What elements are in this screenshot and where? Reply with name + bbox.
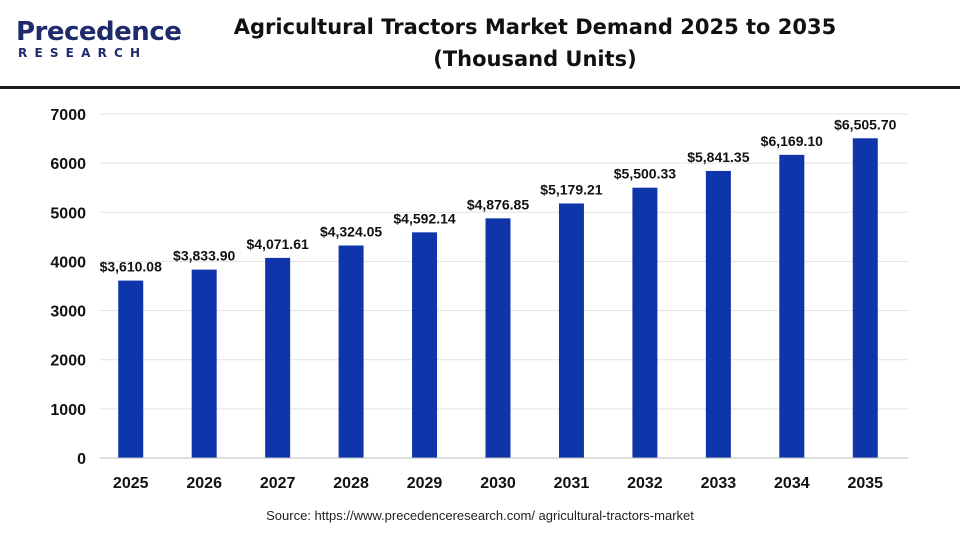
bar-2028: [338, 245, 364, 458]
bar-2032: [632, 187, 658, 459]
y-tick-label: 2000: [50, 353, 86, 370]
bar-2031: [558, 203, 584, 458]
y-tick-label: 1000: [50, 402, 86, 419]
x-tick-label: 2032: [627, 475, 663, 492]
y-tick-label: 3000: [50, 304, 86, 321]
x-axis-ticks: 2025 2026 2027 2028 2029 2030 2031 2032 2033 2034…: [113, 475, 883, 492]
y-tick-label: 7000: [50, 107, 86, 124]
data-label-2025: $3,610.08: [100, 259, 162, 275]
x-tick-label: 2028: [333, 475, 369, 492]
x-tick-label: 2029: [407, 475, 443, 492]
x-tick-label: 2031: [554, 475, 590, 492]
y-tick-label: 6000: [50, 156, 86, 173]
y-tick-label: 0: [77, 451, 86, 468]
bar-2035: [852, 138, 878, 458]
data-label-2032: $5,500.33: [614, 166, 676, 182]
x-tick-label: 2026: [186, 475, 222, 492]
data-label-2031: $5,179.21: [540, 181, 602, 197]
chart-title: Agricultural Tractors Market Demand 2025…: [233, 15, 837, 39]
brand-tagline: RESEARCH: [18, 46, 148, 60]
data-label-2026: $3,833.90: [173, 248, 235, 264]
data-label-2035: $6,505.70: [834, 116, 896, 132]
x-tick-label: 2034: [774, 475, 810, 492]
header-divider: [0, 86, 960, 89]
bar-2034: [779, 154, 805, 458]
y-axis-ticks: 0 1000 2000 3000 4000 5000 6000 7000: [50, 107, 86, 468]
bar-2025: [118, 280, 144, 458]
bar-2029: [412, 232, 438, 458]
x-tick-label: 2025: [113, 475, 149, 492]
bar-2033: [705, 170, 731, 458]
data-label-2033: $5,841.35: [687, 149, 749, 165]
data-label-2030: $4,876.85: [467, 196, 529, 212]
x-tick-label: 2027: [260, 475, 296, 492]
bar-2027: [265, 257, 291, 458]
brand-logo: Precedence RESEARCH: [16, 18, 182, 68]
bars: [118, 138, 878, 459]
brand-name: Precedence: [16, 17, 182, 47]
y-tick-label: 4000: [50, 254, 86, 271]
x-tick-label: 2035: [847, 475, 883, 492]
source-note: Source: https://www.precedenceresearch.c…: [266, 508, 694, 523]
data-label-2029: $4,592.14: [393, 210, 455, 226]
bar-2026: [191, 269, 217, 458]
data-label-2027: $4,071.61: [246, 236, 308, 252]
bar-2030: [485, 218, 511, 458]
data-label-2028: $4,324.05: [320, 224, 382, 240]
chart-subtitle: (Thousand Units): [433, 47, 637, 71]
data-label-2034: $6,169.10: [761, 133, 823, 149]
y-tick-label: 5000: [50, 205, 86, 222]
x-tick-label: 2033: [701, 475, 737, 492]
x-tick-label: 2030: [480, 475, 516, 492]
data-labels: $3,610.08 $3,833.90 $4,071.61 $4,324.05 $4,5…: [100, 116, 897, 274]
chart-header: Precedence RESEARCH Agricultural Tractor…: [0, 0, 960, 86]
